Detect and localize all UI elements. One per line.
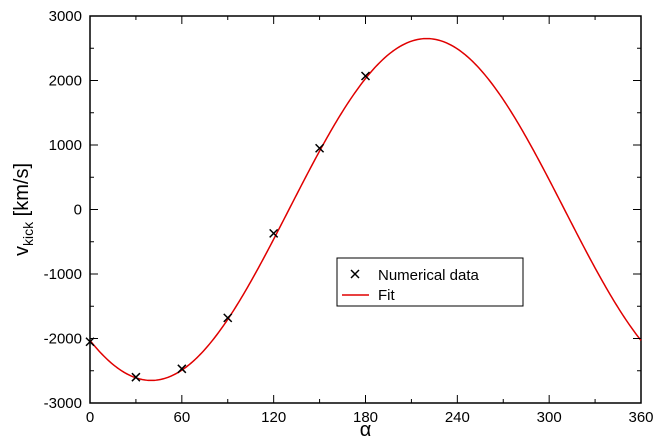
- data-point-marker: [177, 364, 187, 374]
- fit-curve-line: [89, 37, 642, 382]
- y-axis-label-unit: [km/s]: [11, 163, 33, 222]
- x-tick-label: 300: [537, 409, 562, 426]
- legend-label-numerical-data: Numerical data: [378, 267, 480, 284]
- y-tick-label: -2000: [44, 331, 82, 348]
- legend-marker-x: [350, 269, 360, 279]
- y-axis-label-main: v: [11, 246, 33, 256]
- plot-frame: [89, 15, 642, 404]
- x-tick-label: 180: [353, 409, 378, 426]
- y-tick-label: 1000: [49, 137, 82, 154]
- y-tick-label: -1000: [44, 266, 82, 283]
- plot-area: [89, 15, 642, 404]
- data-point-marker: [131, 372, 141, 382]
- y-axis-ticks: -3000 -2000 -1000 0 1000 2000 3000: [44, 8, 641, 412]
- legend: Numerical data Fit: [336, 257, 524, 307]
- y-tick-label: -3000: [44, 395, 82, 412]
- x-tick-label: 240: [445, 409, 470, 426]
- data-point-marker: [223, 313, 233, 323]
- legend-item-numerical-data: Numerical data: [350, 267, 480, 284]
- x-tick-label: 120: [261, 409, 286, 426]
- y-tick-label: 3000: [49, 8, 82, 25]
- x-tick-label: 360: [628, 409, 653, 426]
- x-tick-label: 60: [173, 409, 190, 426]
- y-axis-label-subscript: kick: [20, 221, 36, 246]
- data-point-marker: [360, 71, 371, 81]
- x-tick-label: 0: [86, 409, 94, 426]
- x-axis-label: α: [360, 419, 372, 439]
- data-points-layer: [85, 71, 371, 382]
- legend-label-fit: Fit: [378, 287, 395, 304]
- data-point-marker: [315, 143, 325, 153]
- legend-item-fit: Fit: [342, 287, 395, 304]
- x-axis-ticks: 0 60 120 180 240 300 360: [86, 16, 654, 426]
- y-axis-label: vkick [km/s]: [11, 163, 36, 256]
- fit-curve-layer: [89, 37, 642, 382]
- legend-box: [336, 257, 524, 307]
- data-point-marker: [85, 337, 95, 347]
- data-point-marker: [269, 228, 279, 238]
- y-tick-label: 0: [74, 202, 82, 219]
- y-tick-label: 2000: [49, 73, 82, 90]
